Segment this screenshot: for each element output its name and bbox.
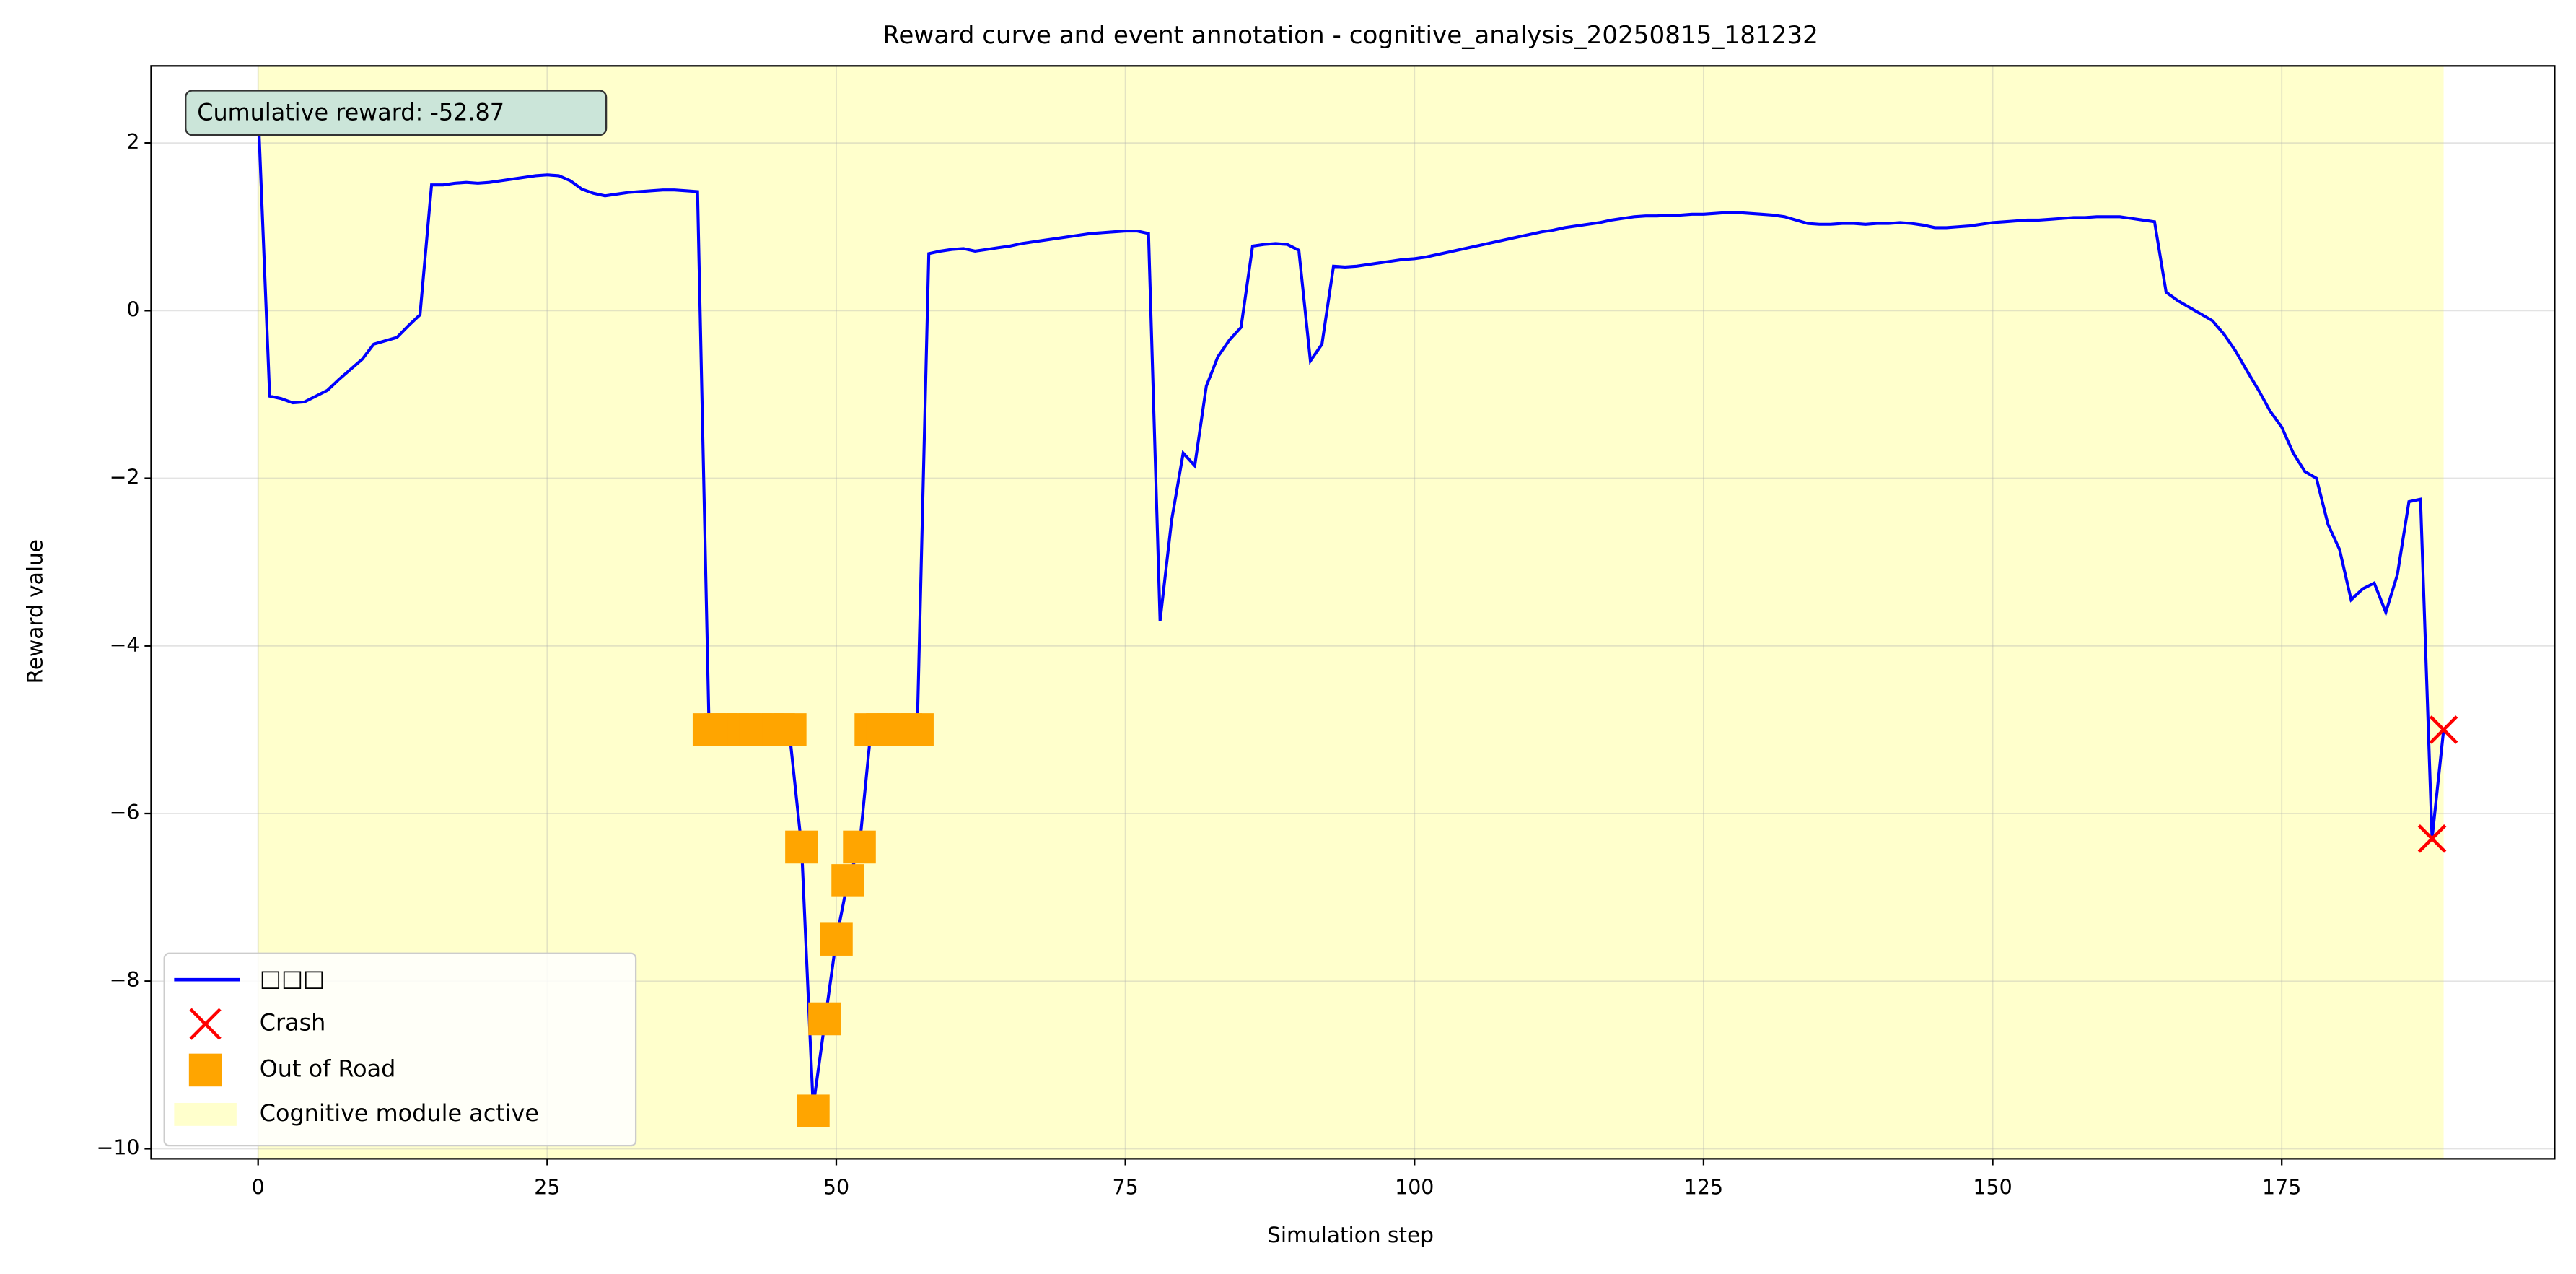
- y-tick-label: 0: [126, 297, 139, 321]
- legend-label: Cognitive module active: [260, 1099, 539, 1127]
- chart-title: Reward curve and event annotation - cogn…: [882, 21, 1818, 50]
- x-tick-label: 0: [252, 1175, 265, 1199]
- annotation: Cumulative reward: -52.87: [197, 98, 504, 126]
- y-tick-label: −10: [97, 1135, 140, 1159]
- x-marker: [2429, 715, 2458, 744]
- y-tick-label: −6: [110, 800, 140, 824]
- out-of-road-marker: [831, 864, 864, 897]
- out-of-road-marker: [797, 1094, 830, 1127]
- crash-marker: [2429, 715, 2458, 744]
- out-of-road-marker: [843, 830, 876, 864]
- x-tick-label: 150: [1973, 1175, 2012, 1199]
- out-of-road-marker: [808, 1002, 841, 1036]
- line: [256, 109, 2445, 1107]
- y-tick-label: −8: [110, 968, 140, 992]
- x-tick-label: 50: [823, 1175, 849, 1199]
- out-of-road-marker: [820, 922, 853, 956]
- annotation-box: [185, 90, 608, 136]
- y-axis-label: Reward value: [23, 539, 48, 684]
- y-tick-label: −4: [110, 633, 140, 657]
- x-tick-label: 100: [1395, 1175, 1434, 1199]
- x-tick-label: 25: [534, 1175, 560, 1199]
- x-marker: [2417, 824, 2447, 853]
- legend-marker: [188, 1053, 222, 1087]
- out-of-road-marker: [901, 713, 934, 746]
- legend-label: Crash: [260, 1009, 326, 1037]
- crash-marker: [2417, 824, 2447, 853]
- legend-label: Out of Road: [260, 1055, 396, 1082]
- y-tick-label: 2: [126, 130, 139, 154]
- legend-box: [163, 952, 637, 1147]
- out-of-road-marker: [785, 830, 818, 864]
- x-tick-label: 75: [1113, 1175, 1139, 1199]
- y-tick-label: −2: [110, 466, 140, 489]
- legend: □□□ Crash Out of Road Cognitive module acti…: [163, 952, 637, 1147]
- x-axis-label: Simulation step: [1267, 1223, 1434, 1247]
- x-tick-label: 125: [1684, 1175, 1723, 1199]
- legend-patch: [174, 1102, 237, 1126]
- out-of-road-marker: [774, 713, 807, 746]
- x-tick-label: 175: [2262, 1175, 2301, 1199]
- legend-marker: [189, 1008, 222, 1040]
- legend-label: □□□: [260, 964, 325, 992]
- plot-frame: [150, 65, 2556, 1160]
